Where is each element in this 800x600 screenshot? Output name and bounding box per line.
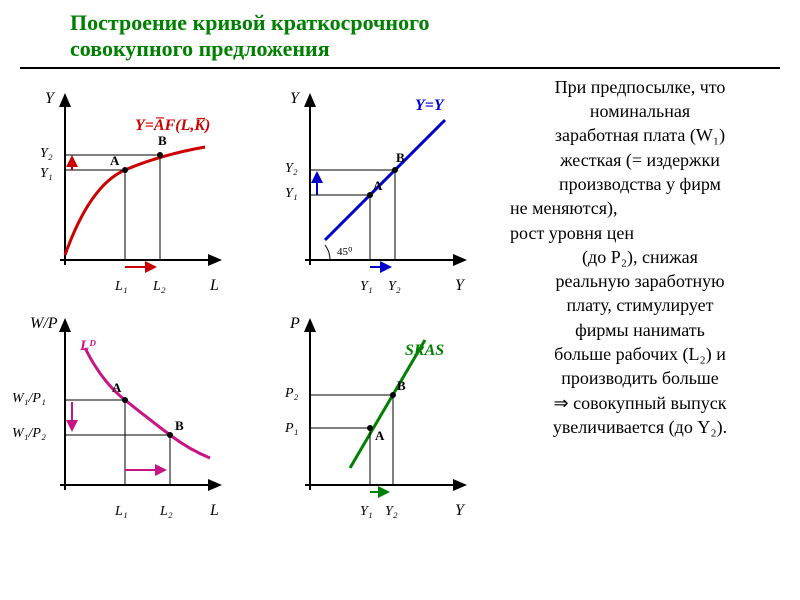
- point-b-label: B: [397, 378, 406, 393]
- point-b-label: B: [396, 150, 405, 165]
- tick-l2: L₂: [159, 504, 173, 519]
- x-axis-label: Y: [455, 502, 466, 519]
- text-l2: номинальная: [500, 99, 780, 123]
- point-b: [167, 432, 173, 438]
- point-b-label: B: [175, 418, 184, 433]
- tick-x2: Y₂: [388, 279, 401, 294]
- x-axis-label: L: [209, 502, 219, 519]
- tick-y1: Y₁: [285, 186, 298, 201]
- tick-y2: Y₂: [40, 146, 53, 161]
- point-a: [122, 397, 128, 403]
- point-b: [157, 152, 163, 158]
- point-a-label: A: [373, 178, 383, 193]
- point-b: [390, 392, 396, 398]
- tick-y2: Y₂: [285, 161, 298, 176]
- text-l4: жесткая (= издержки: [500, 148, 780, 172]
- y-axis-label: Y: [290, 90, 301, 107]
- title-line-2: совокупного предложения: [70, 36, 330, 61]
- title-line-1: Построение кривой краткосрочного: [70, 10, 430, 35]
- tick-y2: Y₂: [385, 504, 398, 519]
- point-a: [122, 167, 128, 173]
- text-l5: производства у фирм: [500, 172, 780, 196]
- tick-x1: Y₁: [360, 279, 373, 294]
- tick-l1: L₁: [114, 504, 128, 519]
- point-a-label: A: [375, 428, 385, 443]
- curve-legend: SRAS: [405, 342, 444, 359]
- x-axis-label: Y: [455, 277, 466, 294]
- sras-line: [350, 340, 425, 468]
- text-l3: заработная плата (W₁): [500, 123, 780, 147]
- tick-p2: P₂: [284, 386, 299, 401]
- text-l12: больше рабочих (L₂) и: [500, 342, 780, 366]
- y-axis-label: P: [289, 315, 300, 332]
- title-divider: [20, 67, 780, 69]
- text-l14: ⇒ совокупный выпуск: [500, 391, 780, 415]
- main-content: A B Y L Y₂ Y₁ L₁ L₂ Y=A̅F(L,K̅) 45⁰: [0, 75, 800, 439]
- labor-demand-curve: [85, 348, 210, 458]
- chart-sras: A B P Y P₂ P₁ Y₁ Y₂ SRAS: [255, 300, 500, 525]
- chart-production-function: A B Y L Y₂ Y₁ L₁ L₂ Y=A̅F(L,K̅): [10, 75, 255, 300]
- page-title: Построение кривой краткосрочного совокуп…: [0, 0, 800, 67]
- point-b-label: B: [158, 133, 167, 148]
- curve-legend: Y=Y: [415, 97, 445, 114]
- tick-p1: P₁: [284, 421, 298, 436]
- identity-line: [325, 120, 445, 240]
- text-l15: увеличивается (до Y₂).: [500, 415, 780, 439]
- x-axis-label: L: [209, 277, 219, 294]
- text-l13: производить больше: [500, 366, 780, 390]
- chart-grid: A B Y L Y₂ Y₁ L₁ L₂ Y=A̅F(L,K̅) 45⁰: [0, 75, 500, 439]
- point-a-label: A: [110, 153, 120, 168]
- point-a: [367, 425, 373, 431]
- tick-y1: Y₁: [40, 166, 53, 181]
- text-l6: не меняются),: [500, 196, 780, 220]
- curve-legend: Lᴰ: [79, 338, 96, 354]
- chart-45-degree: 45⁰ A B Y Y Y₂ Y₁ Y₁ Y₂ Y=Y: [255, 75, 500, 300]
- point-b: [392, 167, 398, 173]
- tick-l2: L₂: [152, 279, 166, 294]
- point-a-label: A: [112, 380, 122, 395]
- text-l7: рост уровня цен: [500, 221, 780, 245]
- tick-l1: L₁: [114, 279, 128, 294]
- text-l1: При предпосылке, что: [500, 75, 780, 99]
- text-l10: плату, стимулирует: [500, 293, 780, 317]
- y-axis-label: W/P: [30, 315, 58, 332]
- y-axis-label: Y: [45, 90, 56, 107]
- curve-legend: Y=A̅F(L,K̅): [135, 115, 210, 133]
- text-l8: (до P₂), снижая: [500, 245, 780, 269]
- angle-label: 45⁰: [337, 246, 353, 258]
- tick-y1: Y₁: [360, 504, 373, 519]
- text-l11: фирмы нанимать: [500, 318, 780, 342]
- angle-arc: [325, 245, 330, 260]
- production-curve: [65, 147, 205, 255]
- explanation-text: При предпосылке, что номинальная заработ…: [500, 75, 788, 439]
- text-l9: реальную заработную: [500, 269, 780, 293]
- tick-wp1: W₁/P₁: [12, 391, 46, 406]
- tick-wp2: W₁/P₂: [12, 426, 46, 441]
- chart-labor-demand: A B W/P L W₁/P₁ W₁/P₂ L₁ L₂ Lᴰ: [10, 300, 255, 525]
